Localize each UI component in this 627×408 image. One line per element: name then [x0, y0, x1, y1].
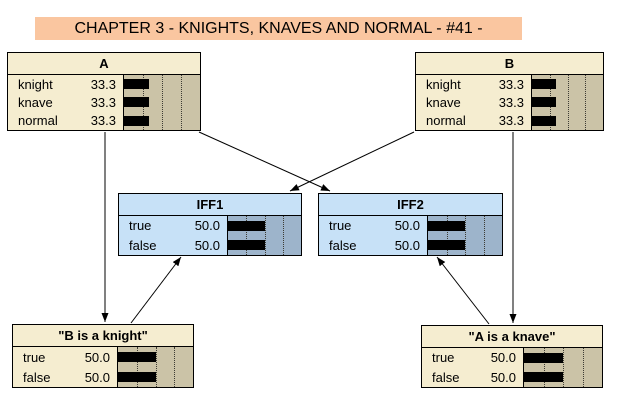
state-label: false [432, 369, 460, 385]
grid-line [446, 216, 448, 255]
state-value: 50.0 [194, 237, 220, 253]
grid-line [174, 347, 176, 387]
node-b-title: B [416, 53, 603, 75]
grid-line [543, 348, 545, 387]
node-b-is-a-knight[interactable]: "B is a knight" true 50.0 false 50.0 [12, 324, 194, 388]
state-label: true [23, 349, 46, 365]
state-value: 50.0 [394, 237, 420, 253]
probability-bar [532, 97, 556, 108]
state-value: 50.0 [490, 350, 516, 366]
state-value: 50.0 [490, 369, 516, 385]
bar-chart-area [523, 348, 602, 387]
state-value: 33.3 [90, 76, 116, 92]
node-b-state-knight[interactable]: knight 33.3 [416, 76, 531, 93]
node-a-state-knave[interactable]: knave 33.3 [8, 94, 123, 111]
node-iff1-state-false[interactable]: false 50.0 [119, 237, 227, 254]
state-label: knight [18, 76, 53, 92]
edge-a-to-iff2 [198, 131, 331, 192]
probability-bar [228, 220, 265, 231]
grid-line [264, 216, 266, 255]
node-a-title: A [8, 53, 200, 75]
probability-bar [124, 97, 150, 108]
probability-bar [124, 115, 150, 126]
edge-b-to-iff1 [289, 131, 415, 192]
node-a-is-a-knave-title: "A is a knave" [422, 326, 602, 348]
bar-chart-area [227, 216, 301, 255]
edge-b-is-a-knight-to-iff1 [130, 256, 182, 324]
probability-bar [532, 115, 556, 126]
grid-line [567, 75, 569, 130]
node-iff2[interactable]: IFF2 true 50.0 false 50.0 [318, 193, 503, 256]
state-label: knight [426, 76, 461, 92]
probability-bar [428, 240, 465, 251]
probability-bar [124, 79, 150, 90]
node-b-state-knave[interactable]: knave 33.3 [416, 94, 531, 111]
node-a[interactable]: A knight 33.3 knave 33.3 normal 33.3 [7, 52, 201, 131]
grid-line [246, 216, 248, 255]
node-a-is-a-knave-state-false[interactable]: false 50.0 [422, 369, 523, 386]
probability-bar [428, 220, 465, 231]
node-b-is-a-knight-state-true[interactable]: true 50.0 [13, 349, 117, 366]
node-a-state-normal[interactable]: normal 33.3 [8, 112, 123, 129]
grid-line [483, 216, 485, 255]
state-value: 33.3 [498, 76, 524, 92]
node-iff1-state-true[interactable]: true 50.0 [119, 217, 227, 234]
bar-chart-area [117, 347, 193, 387]
probability-bar [228, 240, 265, 251]
state-value: 33.3 [90, 113, 116, 129]
probability-bar [532, 79, 556, 90]
node-a-is-a-knave[interactable]: "A is a knave" true 50.0 false 50.0 [421, 325, 603, 388]
node-a-is-a-knave-state-true[interactable]: true 50.0 [422, 349, 523, 366]
edge-a-is-a-knave-to-iff2 [436, 256, 490, 325]
probability-bar [118, 372, 156, 382]
state-label: false [129, 237, 157, 253]
probability-bar [118, 352, 156, 362]
state-value: 50.0 [84, 349, 110, 365]
node-b-state-normal[interactable]: normal 33.3 [416, 112, 531, 129]
bar-chart-area [531, 75, 603, 130]
grid-line [585, 75, 587, 130]
node-iff2-state-false[interactable]: false 50.0 [319, 237, 427, 254]
grid-line [181, 75, 182, 130]
state-label: true [329, 218, 352, 234]
state-label: false [23, 369, 51, 385]
state-label: true [129, 218, 152, 234]
probability-bar [524, 352, 563, 363]
grid-line [582, 348, 584, 387]
node-b-is-a-knight-state-false[interactable]: false 50.0 [13, 369, 117, 386]
node-iff1[interactable]: IFF1 true 50.0 false 50.0 [118, 193, 302, 256]
state-label: normal [18, 113, 58, 129]
state-label: false [329, 237, 357, 253]
grid-line [563, 348, 564, 387]
node-b-is-a-knight-title: "B is a knight" [13, 325, 193, 347]
grid-line [155, 347, 157, 387]
state-label: true [432, 350, 455, 366]
network-title: CHAPTER 3 - KNIGHTS, KNAVES AND NORMAL -… [35, 17, 522, 40]
state-label: knave [426, 94, 461, 110]
grid-line [465, 216, 466, 255]
node-a-state-knight[interactable]: knight 33.3 [8, 76, 123, 93]
bar-chart-area [123, 75, 200, 130]
grid-line [282, 216, 284, 255]
state-value: 50.0 [84, 369, 110, 385]
state-label: knave [18, 94, 53, 110]
node-b[interactable]: B knight 33.3 knave 33.3 normal 33.3 [415, 52, 604, 131]
state-value: 50.0 [394, 218, 420, 234]
grid-line [136, 347, 138, 387]
node-iff1-title: IFF1 [119, 194, 301, 216]
state-value: 33.3 [90, 94, 116, 110]
bar-chart-area [427, 216, 502, 255]
probability-bar [524, 372, 563, 383]
grid-line [162, 75, 163, 130]
state-value: 50.0 [194, 218, 220, 234]
node-iff2-state-true[interactable]: true 50.0 [319, 217, 427, 234]
state-value: 33.3 [498, 113, 524, 129]
node-iff2-title: IFF2 [319, 194, 502, 216]
state-label: normal [426, 113, 466, 129]
state-value: 33.3 [498, 94, 524, 110]
